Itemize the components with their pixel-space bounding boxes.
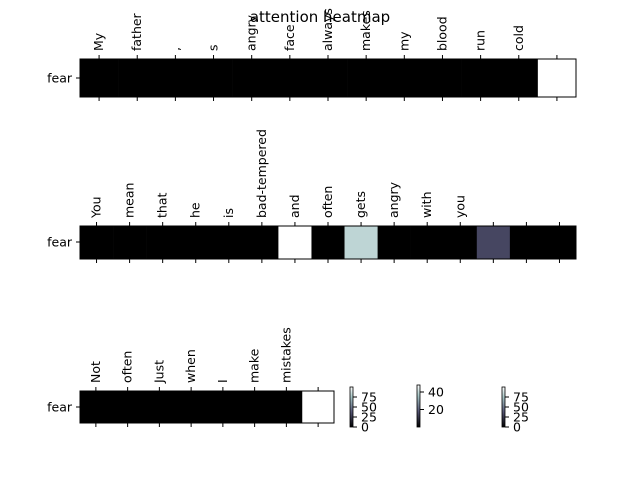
heatmap-cell — [537, 59, 577, 97]
heatmap-cell — [311, 226, 345, 259]
heatmap-cell — [80, 226, 114, 259]
token-label: makes — [358, 10, 373, 51]
heatmap-cell — [443, 226, 478, 259]
colorbar-tick-label: 75 — [361, 390, 377, 405]
heatmap-panel-2: You mean that he is bad-tempered and often gets a… — [47, 129, 577, 263]
colorbar-tick-label: 25 — [361, 410, 377, 425]
token-label: angry — [386, 181, 401, 218]
token-label: he — [188, 202, 203, 218]
row-label: fear — [47, 71, 73, 86]
token-label: Not — [88, 361, 103, 383]
heatmap-cell — [377, 226, 411, 259]
heatmap-cell — [113, 226, 147, 259]
token-label: You — [89, 196, 104, 219]
token-label: and — [287, 194, 302, 218]
token-label: bad-tempered — [254, 129, 269, 218]
heatmap-cell — [461, 59, 500, 97]
token-label: mean — [122, 183, 137, 218]
heatmap-panel-1: My father, s angry face always makes my blood run… — [47, 8, 577, 101]
token-label: blood — [434, 16, 449, 51]
heatmap-cell — [207, 391, 240, 423]
heatmap-cell — [270, 391, 303, 423]
heatmap-cell — [278, 226, 312, 259]
colorbar-tick-label: 50 — [513, 400, 529, 415]
row-label: fear — [47, 400, 73, 415]
heatmap-cell — [232, 59, 272, 97]
token-label: angry — [244, 14, 259, 51]
token-label: My — [91, 32, 106, 51]
token-label: you — [452, 195, 467, 218]
token-label: , — [167, 47, 182, 51]
colorbar-tick-label: 0 — [361, 420, 369, 435]
heatmap-cell — [308, 59, 348, 97]
token-label: cold — [511, 25, 526, 51]
token-label: often — [120, 351, 135, 383]
heatmap-cell — [156, 59, 195, 97]
heatmap-cell — [143, 391, 176, 423]
colorbar-gradient — [349, 386, 354, 428]
token-label: is — [221, 208, 236, 218]
heatmap-cell — [80, 59, 119, 97]
token-label: always — [320, 8, 335, 51]
token-label: my — [396, 31, 411, 51]
token-label: I — [215, 379, 230, 383]
token-label: often — [320, 186, 335, 218]
heatmap-cell — [410, 226, 445, 259]
heatmap-cell — [111, 391, 144, 423]
token-label: when — [183, 349, 198, 383]
heatmap-cell — [499, 59, 539, 97]
token-label: gets — [353, 191, 368, 218]
heatmap-cell — [270, 59, 310, 97]
heatmap-cell — [509, 226, 544, 259]
heatmap-cell — [179, 226, 213, 259]
heatmap-cell — [344, 226, 378, 259]
heatmap-cell — [175, 391, 208, 423]
heatmap-cell — [238, 391, 271, 423]
colorbar-tick-label: 40 — [428, 385, 444, 400]
colorbar-gradient — [501, 386, 506, 428]
heatmap-cell — [212, 226, 246, 259]
token-label: face — [282, 24, 297, 51]
heatmap-cell — [347, 59, 386, 97]
token-label: s — [206, 44, 221, 51]
heatmap-panels: My father, s angry face always makes my blood run… — [47, 8, 577, 427]
row-label: fear — [47, 235, 73, 250]
token-label: mistakes — [278, 327, 293, 383]
colorbar-tick-label: 50 — [361, 400, 377, 415]
heatmap-cell — [385, 59, 424, 97]
chart-title: attention heatmap — [250, 8, 390, 26]
heatmap-cell — [118, 59, 157, 97]
heatmap-cell — [80, 391, 113, 423]
token-label: with — [419, 191, 434, 218]
token-label: that — [155, 193, 170, 218]
token-label: run — [473, 30, 488, 51]
colorbar-tick-label: 25 — [513, 410, 529, 425]
heatmap-cell — [302, 391, 335, 423]
heatmap-cell — [423, 59, 462, 97]
heatmap-cell — [476, 226, 511, 259]
heatmap-cell — [194, 59, 233, 97]
token-label: father — [129, 12, 144, 51]
heatmap-cell — [146, 226, 180, 259]
heatmap-cell — [245, 226, 279, 259]
token-label: Just — [151, 360, 166, 384]
colorbar-tick-label: 20 — [428, 402, 444, 417]
colorbar-tick-label: 0 — [513, 420, 521, 435]
colorbar-tick-label: 75 — [513, 390, 529, 405]
colorbar-gradient — [416, 384, 421, 428]
heatmap-cell — [542, 226, 577, 259]
token-label: make — [247, 348, 262, 383]
